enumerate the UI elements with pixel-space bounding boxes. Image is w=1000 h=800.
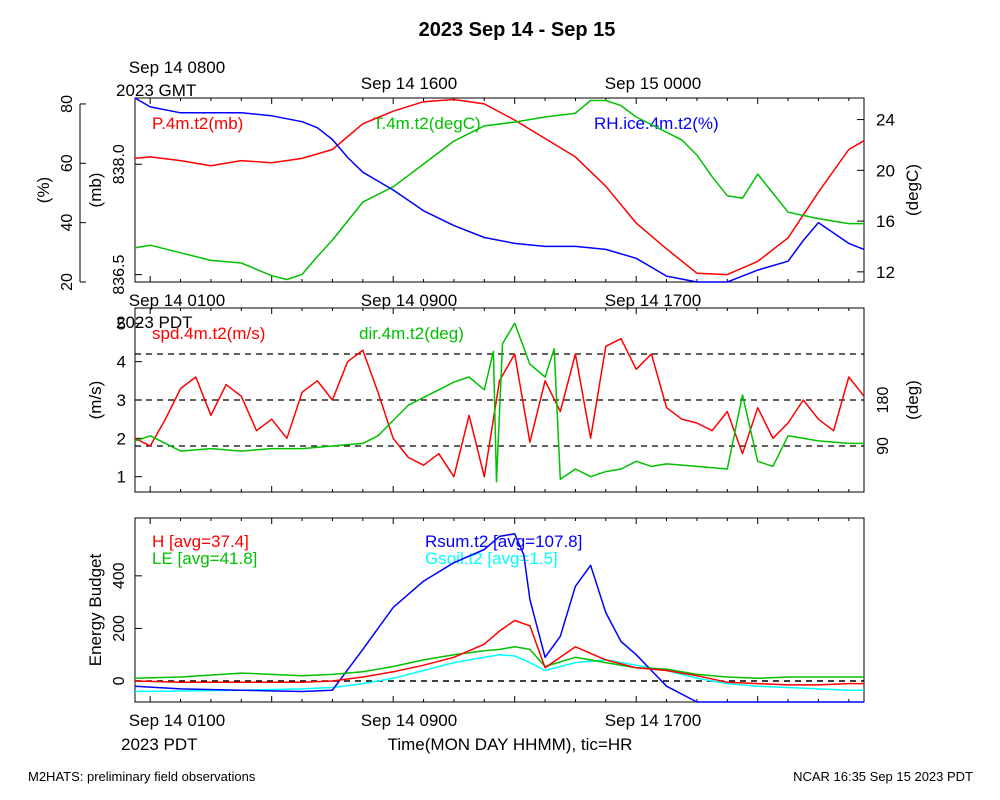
p1-rh-tick-label: 60 [59, 154, 76, 172]
p2-speed-tick-label: 1 [117, 468, 126, 487]
p1-legend-temp: T.4m.t2(degC) [373, 114, 481, 133]
gmt-label-2: Sep 14 1600 [361, 74, 457, 93]
p1-legend-pressure: P.4m.t2(mb) [152, 114, 243, 133]
p3-le-line [134, 646, 864, 680]
p3-rsum-line [134, 533, 864, 703]
p1-rh-tick-label: 40 [59, 214, 76, 232]
p2-speed-axis-title: (m/s) [86, 381, 105, 420]
p1-temp-tick-label: 16 [876, 212, 895, 231]
p1-pdt-timezone: 2023 PDT [116, 313, 193, 332]
footer-left: M2HATS: preliminary field observations [28, 769, 256, 784]
p1-temp-tick-label: 24 [876, 111, 895, 130]
p3-energy-tick-label: 200 [111, 615, 128, 642]
p2-dir-tick-label: 180 [875, 387, 892, 414]
p3-legend-rsum: Rsum.t2 [avg=107.8] [425, 532, 582, 551]
p3-legend-h: H [avg=37.4] [152, 532, 249, 551]
p1-pressure-tick-label: 836.5 [111, 255, 128, 295]
panel1-frame [134, 97, 865, 283]
p1-pdt-label-3: Sep 14 1700 [605, 291, 701, 310]
p1-p-axis-title: (mb) [86, 173, 105, 208]
bottom-time-label-3: Sep 14 1700 [605, 711, 701, 730]
p2-speed-line [134, 337, 865, 478]
p2-dir-line [134, 322, 864, 483]
p2-speed-tick-label: 3 [117, 391, 126, 410]
chart-title: 2023 Sep 14 - Sep 15 [419, 19, 616, 41]
p2-speed-tick-label: 5 [117, 314, 126, 333]
x-axis-title: Time(MON DAY HHMM), tic=HR [388, 735, 633, 754]
gmt-label-3: Sep 15 0000 [605, 74, 701, 93]
p1-temp-tick-label: 12 [876, 263, 895, 282]
p3-energy-axis-title: Energy Budget [86, 553, 105, 666]
p3-gsoil-line [134, 653, 864, 693]
p2-legend-speed: spd.4m.t2(m/s) [152, 324, 265, 343]
p3-legend-gsoil: Gsoil.t2 [avg=1.5] [425, 549, 558, 568]
panel3-frame [134, 517, 865, 703]
p2-legend-dir: dir.4m.t2(deg) [359, 324, 464, 343]
gmt-label-1: Sep 14 0800 [129, 58, 225, 77]
p1-legend-rh: RH.ice.4m.t2(%) [594, 114, 719, 133]
p3-legend-le: LE [avg=41.8] [152, 549, 257, 568]
p1-pressure-line [134, 98, 865, 276]
bottom-timezone: 2023 PDT [121, 735, 198, 754]
p1-temp-line [134, 99, 864, 281]
p1-pdt-label-1: Sep 14 0100 [129, 291, 225, 310]
footer-right: NCAR 16:35 Sep 15 2023 PDT [793, 769, 973, 784]
p1-temp-tick-label: 20 [876, 161, 895, 180]
p1-rh-line [134, 97, 865, 283]
gmt-timezone: 2023 GMT [116, 81, 196, 100]
p3-h-line [134, 619, 864, 686]
p2-dir-axis-title: (deg) [903, 380, 922, 420]
p1-t-axis-title: (degC) [903, 164, 922, 216]
p1-rh-tick-label: 20 [59, 273, 76, 291]
p1-rh-tick-label: 80 [59, 95, 76, 113]
p2-speed-tick-label: 2 [117, 429, 126, 448]
p3-energy-tick-label: 0 [111, 676, 128, 685]
p1-pdt-label-2: Sep 14 0900 [361, 291, 457, 310]
p3-energy-tick-label: 400 [111, 562, 128, 589]
chart-dynamic-layer: 20406080836.5838.01216202412345901800200… [59, 95, 895, 703]
p2-dir-tick-label: 90 [875, 437, 892, 455]
bottom-time-label-1: Sep 14 0100 [129, 711, 225, 730]
p1-rh-axis-title: (%) [34, 177, 53, 203]
p2-speed-tick-label: 4 [117, 353, 126, 372]
p1-pressure-tick-label: 838.0 [111, 144, 128, 184]
bottom-time-label-2: Sep 14 0900 [361, 711, 457, 730]
